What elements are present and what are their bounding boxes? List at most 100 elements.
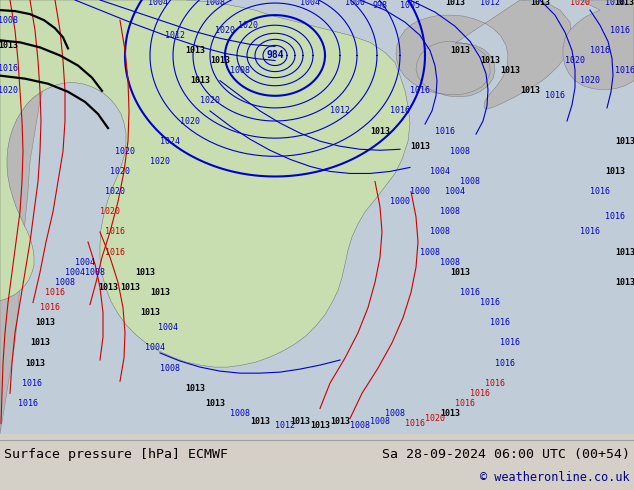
Text: 1020: 1020 xyxy=(580,76,600,85)
Text: 1008: 1008 xyxy=(350,421,370,430)
Text: 1008: 1008 xyxy=(460,177,480,186)
Text: 1013: 1013 xyxy=(450,46,470,55)
Text: 1020: 1020 xyxy=(200,97,220,105)
Text: 1016: 1016 xyxy=(390,106,410,116)
Text: 1013: 1013 xyxy=(30,339,50,347)
Text: 1016: 1016 xyxy=(590,187,610,196)
Text: 1016: 1016 xyxy=(480,298,500,307)
Text: 1020: 1020 xyxy=(0,86,18,95)
Text: 1013: 1013 xyxy=(370,126,390,136)
Polygon shape xyxy=(0,0,70,434)
Text: 1000: 1000 xyxy=(410,187,430,196)
Text: 1016: 1016 xyxy=(460,288,480,297)
Text: 1020: 1020 xyxy=(565,56,585,65)
Text: 1013: 1013 xyxy=(330,417,350,426)
Polygon shape xyxy=(563,0,634,90)
Text: 1013: 1013 xyxy=(25,359,45,368)
Text: 1004: 1004 xyxy=(158,323,178,332)
Text: 1013: 1013 xyxy=(440,409,460,418)
Text: 1004: 1004 xyxy=(65,268,85,277)
Text: 1016: 1016 xyxy=(22,379,42,388)
Text: 1016: 1016 xyxy=(580,227,600,237)
Text: 1008: 1008 xyxy=(450,147,470,156)
Text: 1013: 1013 xyxy=(35,318,55,327)
Text: 1008: 1008 xyxy=(385,409,405,418)
Text: 1013: 1013 xyxy=(290,417,310,426)
Text: 1016: 1016 xyxy=(40,303,60,312)
Text: 1020: 1020 xyxy=(110,167,130,176)
Text: 1013: 1013 xyxy=(615,278,634,287)
Text: 1013: 1013 xyxy=(410,142,430,151)
Text: 1008: 1008 xyxy=(370,417,390,426)
Text: 1020: 1020 xyxy=(425,414,445,423)
Text: 1004: 1004 xyxy=(445,187,465,196)
Text: 1013: 1013 xyxy=(135,268,155,277)
Text: 1013: 1013 xyxy=(185,46,205,55)
Text: 1008: 1008 xyxy=(55,278,75,287)
Text: 1016: 1016 xyxy=(485,379,505,388)
Polygon shape xyxy=(396,0,572,109)
Text: 1013: 1013 xyxy=(140,308,160,317)
Text: 1004: 1004 xyxy=(300,0,320,6)
Text: 1020: 1020 xyxy=(100,207,120,216)
Text: 1004: 1004 xyxy=(75,258,95,267)
Text: 1013: 1013 xyxy=(98,283,118,292)
Text: 1004: 1004 xyxy=(145,343,165,352)
Text: 1008: 1008 xyxy=(440,207,460,216)
Text: 1012: 1012 xyxy=(480,0,500,6)
Text: 1013: 1013 xyxy=(120,283,140,292)
Text: 1004: 1004 xyxy=(430,167,450,176)
Text: 1013: 1013 xyxy=(530,0,550,6)
Text: Surface pressure [hPa] ECMWF: Surface pressure [hPa] ECMWF xyxy=(4,448,228,461)
Text: © weatheronline.co.uk: © weatheronline.co.uk xyxy=(481,471,630,485)
Text: 1013: 1013 xyxy=(190,76,210,85)
Text: 1016: 1016 xyxy=(500,339,520,347)
Text: 1013: 1013 xyxy=(445,0,465,6)
Text: 1020: 1020 xyxy=(570,0,590,6)
Text: 1013: 1013 xyxy=(450,268,470,277)
Text: 1000: 1000 xyxy=(390,197,410,206)
Text: 1004: 1004 xyxy=(148,0,168,6)
Text: 1020: 1020 xyxy=(115,147,135,156)
Text: 1016: 1016 xyxy=(105,247,125,257)
Text: 1020: 1020 xyxy=(238,21,258,30)
Text: 1013: 1013 xyxy=(310,421,330,430)
Text: 1008: 1008 xyxy=(85,268,105,277)
Text: 1016: 1016 xyxy=(435,126,455,136)
Text: 1020: 1020 xyxy=(215,26,235,35)
Text: 1016: 1016 xyxy=(410,86,430,95)
Text: 1020: 1020 xyxy=(150,157,170,166)
Text: 1016: 1016 xyxy=(105,227,125,237)
Text: 1016: 1016 xyxy=(610,26,630,35)
Text: 1020: 1020 xyxy=(105,187,125,196)
Text: 1013: 1013 xyxy=(205,399,225,408)
Text: 1013: 1013 xyxy=(480,56,500,65)
Text: 1016: 1016 xyxy=(45,288,65,297)
Text: 1013: 1013 xyxy=(500,66,520,75)
Text: 1016: 1016 xyxy=(18,399,38,408)
Text: 998: 998 xyxy=(373,0,387,9)
Text: 1016: 1016 xyxy=(405,419,425,428)
Text: 1013: 1013 xyxy=(210,56,230,65)
Text: 1013: 1013 xyxy=(605,167,625,176)
Text: 1013: 1013 xyxy=(615,137,634,146)
Text: 1013: 1013 xyxy=(0,41,18,50)
Text: 1013: 1013 xyxy=(520,86,540,95)
Text: 1012: 1012 xyxy=(165,31,185,40)
Text: 984: 984 xyxy=(266,50,284,60)
Text: 1016: 1016 xyxy=(615,66,634,75)
Text: 1008: 1008 xyxy=(230,66,250,75)
Text: 1013: 1013 xyxy=(615,247,634,257)
Text: 1013: 1013 xyxy=(614,0,634,6)
Text: 1024: 1024 xyxy=(160,137,180,146)
Text: 1008: 1008 xyxy=(230,409,250,418)
Text: 1016: 1016 xyxy=(495,359,515,368)
Text: 1008: 1008 xyxy=(420,247,440,257)
Text: 1016: 1016 xyxy=(0,64,18,73)
Text: 1012: 1012 xyxy=(330,106,350,116)
Text: 1008: 1008 xyxy=(440,258,460,267)
Text: 1016: 1016 xyxy=(605,0,625,6)
Text: Sa 28-09-2024 06:00 UTC (00+54): Sa 28-09-2024 06:00 UTC (00+54) xyxy=(382,448,630,461)
Text: 1016: 1016 xyxy=(545,91,565,100)
Text: 1016: 1016 xyxy=(590,46,610,55)
